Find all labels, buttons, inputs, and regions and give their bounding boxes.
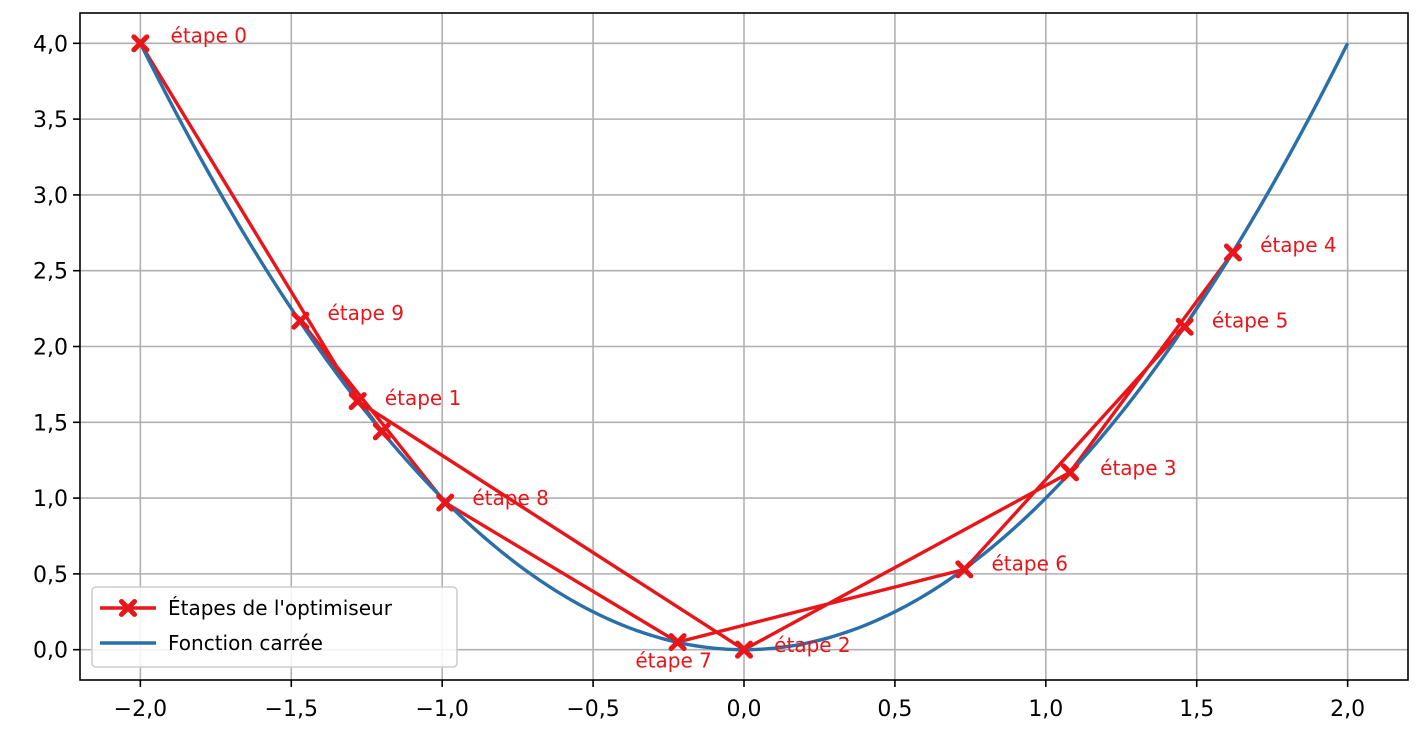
- step-marker: [291, 311, 310, 330]
- y-tick-label: 0,0: [33, 639, 68, 664]
- x-tick-label: 1,0: [1028, 697, 1063, 722]
- legend-marker-steps: [119, 599, 137, 617]
- x-tick-label: 2,0: [1330, 697, 1365, 722]
- y-tick-label: 4,0: [33, 32, 68, 57]
- step-label: étape 6: [991, 551, 1067, 575]
- y-tick-label: 3,5: [33, 108, 68, 133]
- step-marker: [1223, 243, 1242, 262]
- step-marker: [1175, 317, 1194, 336]
- grid: [80, 13, 1408, 680]
- legend-box: [91, 586, 458, 668]
- step-marker: [1060, 463, 1079, 482]
- step-label: étape 4: [1260, 233, 1336, 257]
- y-tick-label: 0,5: [33, 563, 68, 588]
- legend-label-steps: Étapes de l'optimiseur: [168, 596, 393, 620]
- step-label: étape 2: [774, 633, 850, 657]
- step-marker: [348, 392, 367, 411]
- x-tick-label: 1,5: [1179, 697, 1214, 722]
- x-tick-label: −1,0: [415, 697, 468, 722]
- plot-area: étape 0 étape 1 étape 2 étape 3 étape 4 étape…: [131, 24, 1350, 672]
- step-label: étape 5: [1212, 309, 1288, 333]
- step-marker: [372, 422, 391, 441]
- step-marker: [735, 640, 753, 659]
- y-axis: 0,0 0,5 1,0 1,5 2,0 2,5 3,0 3,5 4,0: [33, 32, 80, 664]
- step-marker: [955, 560, 974, 579]
- step-marker: [436, 493, 455, 512]
- y-tick-label: 2,0: [33, 336, 68, 361]
- step-label: étape 0: [171, 24, 247, 48]
- step-label: étape 7: [635, 648, 711, 672]
- step-label: étape 8: [472, 486, 548, 510]
- plot-frame: [79, 12, 1409, 681]
- legend-label-curve: Fonction carrée: [168, 631, 323, 655]
- x-tick-label: −2,0: [114, 697, 167, 722]
- y-tick-label: 2,5: [33, 260, 68, 285]
- x-tick-label: 0,0: [727, 697, 762, 722]
- legend: Étapes de l'optimiseur Fonction carrée: [91, 586, 458, 668]
- step-marker: [131, 34, 150, 53]
- y-tick-label: 1,0: [33, 487, 68, 512]
- y-tick-label: 1,5: [33, 411, 68, 436]
- step-marker: [668, 633, 687, 652]
- step-label: étape 3: [1100, 456, 1176, 480]
- x-tick-label: 0,5: [877, 697, 912, 722]
- x-tick-label: −1,5: [265, 697, 318, 722]
- step-label: étape 9: [327, 301, 403, 325]
- x-axis: −2,0 −1,5 −1,0 −0,5 0,0 0,5 1,0 1,5 2,0: [114, 680, 1365, 722]
- step-label: étape 1: [385, 386, 461, 410]
- x-tick-label: −0,5: [566, 697, 619, 722]
- y-tick-label: 3,0: [33, 184, 68, 209]
